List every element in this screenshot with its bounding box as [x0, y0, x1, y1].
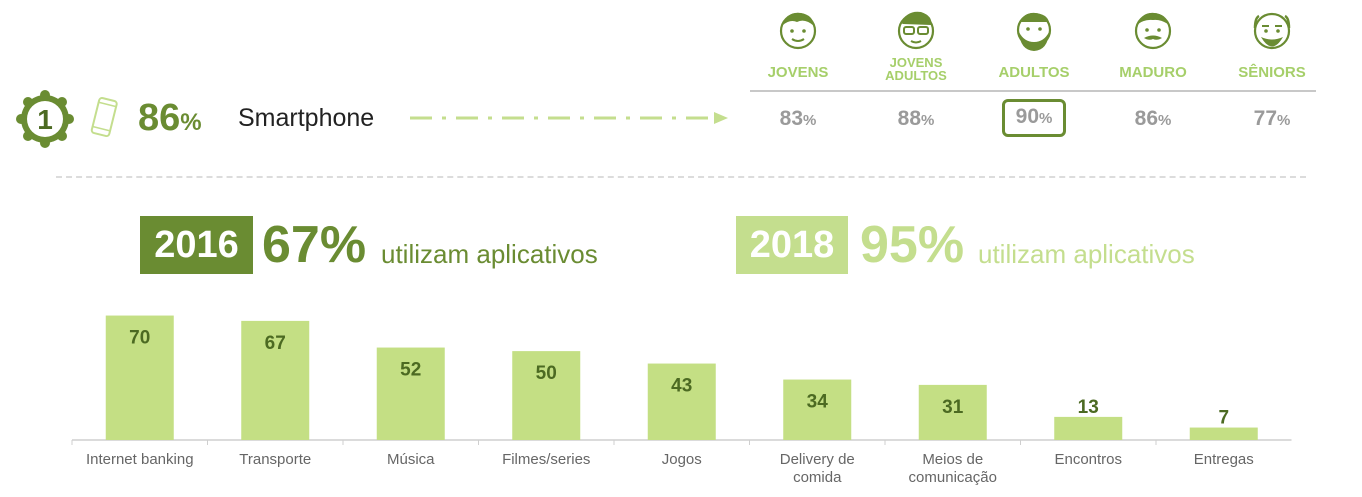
year-2016-box: 2016 — [140, 216, 253, 274]
smartphone-percent: 86% — [138, 97, 202, 139]
age-group-value: 90% — [1002, 99, 1066, 137]
category-label: Meios de — [922, 451, 983, 468]
bar-value-label: 34 — [807, 392, 829, 413]
bar-value-label: 70 — [129, 328, 150, 349]
young-face-icon — [779, 12, 817, 50]
category-label: Música — [387, 451, 435, 468]
year-2016-text: utilizam aplicativos — [381, 239, 598, 269]
category-label: Jogos — [662, 451, 702, 468]
age-group-label-line1: ADULTOS — [998, 64, 1070, 81]
section-divider — [56, 176, 1306, 178]
age-groups-divider — [750, 90, 1316, 92]
age-group-label: JOVENS ADULTOS — [856, 56, 976, 82]
bar-value-label: 43 — [671, 376, 692, 397]
age-group-label: SÊNIORS — [1212, 64, 1332, 81]
category-label: comida — [793, 469, 842, 486]
bar — [105, 315, 174, 440]
age-group-5 — [1217, 6, 1327, 56]
age-group-label-line1: SÊNIORS — [1238, 64, 1306, 81]
bar — [918, 384, 987, 440]
bar — [1189, 427, 1258, 440]
bar — [512, 351, 581, 440]
bearded-adult-face-icon — [1016, 12, 1052, 51]
year-2018-box: 2018 — [736, 216, 848, 274]
bar-value-label: 67 — [265, 333, 286, 354]
age-group-label: ADULTOS — [974, 64, 1094, 81]
age-group-value-number: 86 — [1134, 107, 1158, 130]
bar — [376, 347, 445, 440]
category-label: Entregas — [1194, 451, 1254, 468]
age-group-value-number: 88 — [897, 107, 921, 130]
year-2018-text: utilizam aplicativos — [978, 239, 1195, 269]
age-group-4 — [1098, 6, 1208, 56]
bar-value-label: 52 — [400, 360, 421, 381]
age-group-value-sign: % — [1277, 112, 1291, 129]
smartphone-icon — [90, 97, 118, 138]
age-group-value: 86% — [1113, 104, 1193, 136]
age-group-value-number: 83 — [779, 107, 803, 130]
age-group-2 — [861, 6, 971, 56]
age-group-label-line1: MADURO — [1119, 64, 1187, 81]
apps-bar-chart: 70 Internet banking 67 Transporte 52 Música 50… — [71, 315, 1292, 486]
age-group-value-number: 77 — [1253, 107, 1277, 130]
bar — [1054, 416, 1123, 440]
category-label: Transporte — [239, 451, 311, 468]
age-group-label-line1: JOVENS — [767, 64, 829, 81]
category-label: Filmes/series — [502, 451, 590, 468]
year-2016-percent: 67% — [262, 216, 367, 274]
bar-value-label: 13 — [1078, 397, 1099, 418]
age-group-1 — [743, 6, 853, 56]
age-group-value: 83% — [758, 104, 838, 136]
age-group-label-line1: JOVENS — [889, 55, 943, 70]
age-group-3 — [979, 6, 1089, 56]
category-label: Delivery de — [780, 451, 855, 468]
age-group-label: MADURO — [1093, 64, 1213, 81]
age-group-value: 77% — [1232, 104, 1312, 136]
device-label: Smartphone — [238, 104, 375, 132]
senior-bald-face-icon — [1253, 12, 1291, 50]
category-label: comunicação — [909, 469, 997, 486]
mustache-mature-face-icon — [1134, 12, 1172, 50]
bar — [783, 379, 852, 440]
category-label: Internet banking — [86, 451, 194, 468]
bar — [647, 363, 716, 440]
category-label: Encontros — [1054, 451, 1122, 468]
bar-value-label: 7 — [1218, 408, 1229, 429]
age-group-value-sign: % — [803, 112, 817, 129]
year-2018-percent: 95% — [860, 216, 965, 274]
bar-value-label: 31 — [942, 397, 964, 418]
age-group-value-sign: % — [1039, 110, 1053, 127]
young-adult-glasses-face-icon — [897, 11, 935, 50]
age-group-label: JOVENS — [738, 64, 858, 81]
dash-dot-arrow — [410, 112, 728, 124]
age-group-label-line2: ADULTOS — [885, 68, 947, 83]
age-group-value-sign: % — [921, 112, 935, 129]
bar-value-label: 50 — [536, 363, 557, 384]
rank-badge: 1 — [16, 90, 74, 148]
rank-number: 1 — [37, 104, 53, 135]
age-group-value-sign: % — [1158, 112, 1172, 129]
bar — [241, 320, 310, 440]
age-group-value: 88% — [876, 104, 956, 136]
age-group-value-number: 90 — [1015, 105, 1039, 128]
